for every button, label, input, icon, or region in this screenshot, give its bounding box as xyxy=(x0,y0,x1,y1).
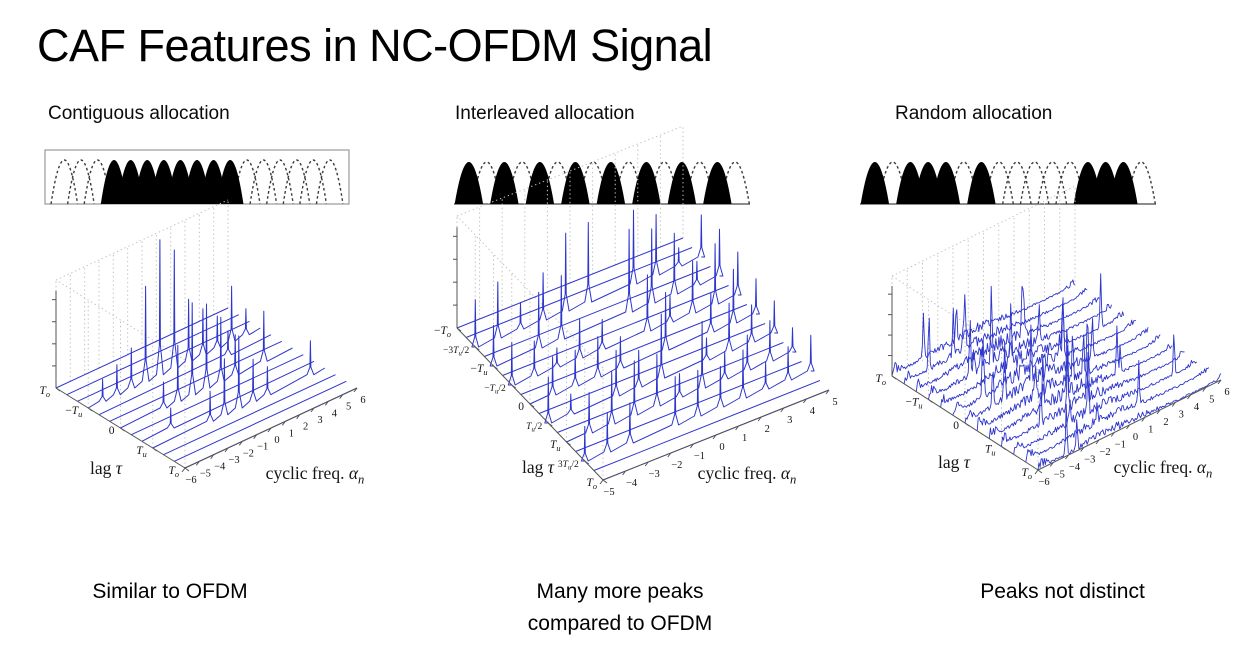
svg-text:lag τ: lag τ xyxy=(90,458,123,478)
svg-text:−Tu/2: −Tu/2 xyxy=(484,384,506,396)
svg-text:lag τ: lag τ xyxy=(522,457,555,477)
svg-text:−2: −2 xyxy=(1099,447,1110,458)
svg-text:4: 4 xyxy=(332,408,338,419)
svg-text:0: 0 xyxy=(274,435,279,446)
svg-text:−1: −1 xyxy=(694,451,705,462)
svg-text:−3: −3 xyxy=(228,455,239,466)
svg-text:Tu/2: Tu/2 xyxy=(526,422,542,434)
svg-text:1: 1 xyxy=(742,433,747,444)
svg-text:0: 0 xyxy=(518,401,524,413)
svg-text:−2: −2 xyxy=(671,460,682,471)
caf-3d-plot-interleaved: −5−4−3−2−1012345−To−3Tu/2−Tu−Tu/20Tu/2Tu… xyxy=(434,125,838,498)
svg-text:0: 0 xyxy=(1133,432,1138,443)
svg-text:1: 1 xyxy=(289,428,294,439)
svg-text:3: 3 xyxy=(317,415,322,426)
svg-text:−3: −3 xyxy=(1084,455,1095,466)
svg-text:To: To xyxy=(1021,467,1032,481)
svg-text:To: To xyxy=(168,465,179,479)
svg-text:lag τ: lag τ xyxy=(938,452,971,472)
caption-interleaved: Many more peaks compared to OFDM xyxy=(527,580,713,635)
svg-text:−Tu: −Tu xyxy=(470,363,487,377)
svg-text:−Tu: −Tu xyxy=(905,397,922,411)
svg-text:Tu: Tu xyxy=(136,445,147,459)
svg-text:6: 6 xyxy=(1224,387,1229,398)
svg-text:5: 5 xyxy=(832,397,837,408)
svg-text:−Tu: −Tu xyxy=(65,405,82,419)
svg-text:5: 5 xyxy=(346,402,351,413)
svg-text:4: 4 xyxy=(810,406,816,417)
svg-text:0: 0 xyxy=(953,420,959,432)
svg-text:−2: −2 xyxy=(243,448,254,459)
svg-text:0: 0 xyxy=(109,425,115,437)
svg-text:cyclic freq. αn: cyclic freq. αn xyxy=(1114,457,1213,481)
svg-text:3Tu/2: 3Tu/2 xyxy=(558,460,579,472)
svg-text:−1: −1 xyxy=(1115,440,1126,451)
svg-text:3: 3 xyxy=(787,415,792,426)
svg-text:6: 6 xyxy=(360,395,365,406)
svg-text:4: 4 xyxy=(1194,402,1200,413)
column-header-random: Random allocation xyxy=(895,103,1053,124)
svg-text:To: To xyxy=(39,385,50,399)
svg-text:3: 3 xyxy=(1179,410,1184,421)
svg-text:−3Tu/2: −3Tu/2 xyxy=(443,346,469,358)
svg-text:2: 2 xyxy=(1163,417,1168,428)
svg-text:1: 1 xyxy=(1148,425,1153,436)
svg-text:−4: −4 xyxy=(626,478,638,489)
caption-random: Peaks not distinct xyxy=(980,580,1145,603)
svg-text:−5: −5 xyxy=(603,487,614,498)
svg-text:Tu: Tu xyxy=(550,439,561,453)
svg-text:−To: −To xyxy=(434,325,451,339)
slide-title: CAF Features in NC-OFDM Signal xyxy=(37,20,713,71)
subcarrier-spectrum-contiguous xyxy=(44,149,350,205)
svg-text:−3: −3 xyxy=(649,469,660,480)
svg-text:2: 2 xyxy=(765,424,770,435)
svg-text:To: To xyxy=(586,477,597,491)
svg-text:0: 0 xyxy=(719,442,724,453)
svg-text:−5: −5 xyxy=(1054,470,1065,481)
column-header-interleaved: Interleaved allocation xyxy=(455,103,635,124)
svg-text:5: 5 xyxy=(1209,395,1214,406)
svg-text:−6: −6 xyxy=(1038,477,1049,488)
svg-text:−5: −5 xyxy=(200,468,211,479)
svg-text:2: 2 xyxy=(303,422,308,433)
svg-text:To: To xyxy=(875,373,886,387)
svg-text:−1: −1 xyxy=(257,442,268,453)
subcarrier-spectrum-random xyxy=(860,161,1157,205)
svg-text:−4: −4 xyxy=(214,462,226,473)
svg-text:−6: −6 xyxy=(185,475,196,486)
svg-text:−4: −4 xyxy=(1069,462,1081,473)
column-header-contiguous: Contiguous allocation xyxy=(48,103,230,124)
svg-text:cyclic freq. αn: cyclic freq. αn xyxy=(266,463,365,487)
svg-text:Tu: Tu xyxy=(985,444,996,458)
caption-contiguous: Similar to OFDM xyxy=(92,580,248,603)
svg-text:cyclic freq. αn: cyclic freq. αn xyxy=(698,463,797,487)
